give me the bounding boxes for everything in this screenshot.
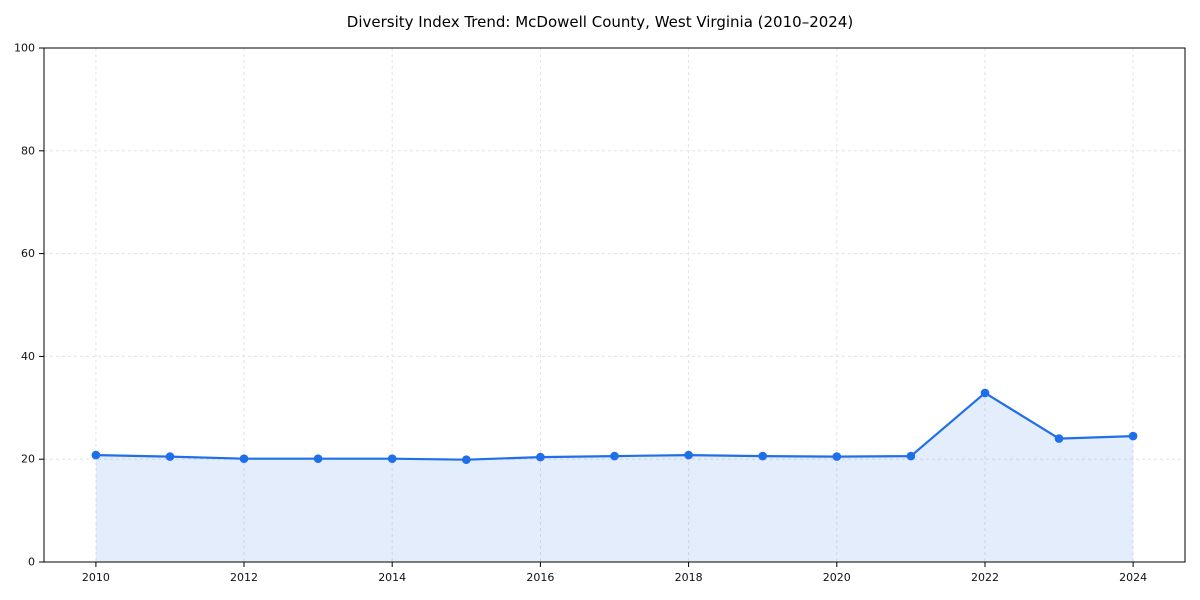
x-tick-label: 2010 (82, 571, 110, 584)
data-point (758, 451, 767, 461)
x-tick-label: 2018 (675, 571, 703, 584)
data-point (239, 454, 249, 464)
y-tick-label: 60 (21, 247, 35, 260)
x-tick-label: 2012 (230, 571, 258, 584)
data-point (1054, 434, 1064, 443)
data-point (91, 450, 101, 460)
y-tick-label: 80 (21, 144, 35, 157)
x-tick-label: 2014 (378, 571, 406, 584)
x-tick-label: 2024 (1119, 571, 1147, 584)
y-tick-label: 100 (14, 42, 35, 55)
y-tick-label: 0 (28, 556, 35, 569)
x-tick-label: 2020 (823, 571, 851, 584)
data-point (536, 452, 545, 462)
x-tick-label: 2022 (971, 571, 999, 584)
x-tick-label: 2016 (526, 571, 554, 584)
plot-border (43, 47, 1186, 563)
data-point (684, 450, 693, 460)
data-point (906, 451, 916, 461)
data-point (1128, 431, 1138, 441)
data-point (313, 454, 323, 464)
data-point (610, 451, 619, 461)
y-tick-label: 20 (21, 453, 35, 466)
data-point (165, 452, 175, 461)
data-point (462, 455, 471, 465)
data-point (980, 388, 990, 398)
area-fill (95, 392, 1134, 562)
data-point (387, 454, 397, 464)
data-point (832, 452, 842, 461)
y-tick-label: 40 (21, 350, 35, 363)
chart-title: Diversity Index Trend: McDowell County, … (346, 13, 854, 31)
